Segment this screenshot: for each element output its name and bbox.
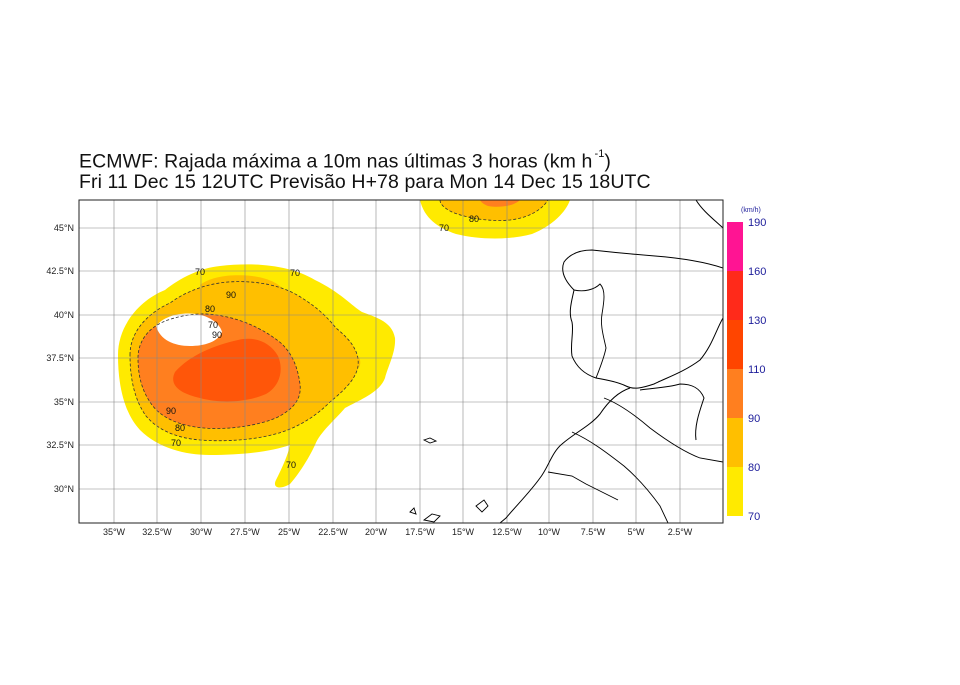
- contour-label-3: 90: [226, 290, 236, 300]
- legend-label-90: 90: [748, 413, 760, 425]
- contour-label-7: 90: [166, 406, 176, 416]
- latitude-labels: 45°N 42.5°N 40°N 37.5°N 35°N 32.5°N 30°N: [46, 223, 74, 494]
- lon-label-25: 25°W: [278, 527, 301, 537]
- contour-label-4: 80: [205, 304, 215, 314]
- contour-label-1: 70: [195, 267, 205, 277]
- lon-label-12-5: 12.5°W: [492, 527, 522, 537]
- morocco-border: [603, 397, 723, 463]
- portugal-spain-border: [573, 283, 607, 379]
- islands: [409, 437, 489, 523]
- lon-label-22-5: 22.5°W: [318, 527, 348, 537]
- contour-label-12: 70: [439, 223, 449, 233]
- coastlines: [499, 200, 723, 523]
- legend-label-110: 110: [748, 364, 766, 376]
- title-main-text: ECMWF: Rajada máxima a 10m nas últimas 3…: [79, 150, 593, 173]
- lon-label-7-5: 7.5°W: [581, 527, 606, 537]
- contour-label-6: 90: [212, 330, 222, 340]
- lon-label-27-5: 27.5°W: [230, 527, 260, 537]
- contour-label-10: 70: [286, 460, 296, 470]
- contour-labels: 70 70 90 80 70 90 90 80 70 70 80 70: [166, 214, 479, 470]
- lon-label-20: 20°W: [365, 527, 388, 537]
- gust-area-storm: [118, 264, 396, 488]
- africa-med-coast: [639, 383, 705, 441]
- western-sahara-border: [547, 471, 619, 501]
- gust-east-patch: [328, 347, 361, 375]
- chart-title-line1: ECMWF: Rajada máxima a 10m nas últimas 3…: [79, 146, 611, 173]
- lon-label-2-5: 2.5°W: [668, 527, 693, 537]
- lon-label-32-5: 32.5°W: [142, 527, 172, 537]
- lat-label-37-5: 37.5°N: [46, 353, 74, 363]
- map-frame: [78, 199, 724, 524]
- lat-label-35: 35°N: [54, 397, 74, 407]
- contour-label-8: 80: [175, 423, 185, 433]
- gust-110-130: [173, 338, 281, 402]
- lon-label-10: 10°W: [538, 527, 561, 537]
- lat-label-42-5: 42.5°N: [46, 266, 74, 276]
- legend-swatch-1: [727, 222, 743, 271]
- legend-swatch-6: [727, 467, 743, 516]
- country-borders: [547, 283, 723, 523]
- lon-label-17-5: 17.5°W: [405, 527, 435, 537]
- legend-unit: (km/h): [741, 207, 761, 214]
- lon-label-35: 35°W: [103, 527, 126, 537]
- color-legend: (km/h) 190 160 130 110 90 80 70: [727, 207, 766, 523]
- title-close-paren: ): [604, 150, 612, 173]
- contour-label-5: 70: [208, 320, 218, 330]
- lon-label-15: 15°W: [452, 527, 475, 537]
- lat-label-32-5: 32.5°N: [46, 440, 74, 450]
- france-coast: [695, 200, 723, 229]
- lon-label-30: 30°W: [190, 527, 213, 537]
- graticule: [79, 200, 723, 523]
- lat-label-30: 30°N: [54, 484, 74, 494]
- legend-label-130: 130: [748, 315, 766, 327]
- legend-label-70: 70: [748, 511, 760, 523]
- chart-title-line2: Fri 11 Dec 15 12UTC Previsão H+78 para M…: [79, 171, 651, 193]
- contour-label-2: 70: [290, 268, 300, 278]
- legend-labels: 190 160 130 110 90 80 70: [748, 217, 766, 523]
- legend-label-190: 190: [748, 217, 766, 229]
- legend-swatch-2: [727, 271, 743, 320]
- canary-island-3: [475, 499, 489, 513]
- lat-label-40: 40°N: [54, 310, 74, 320]
- africa-atlantic-coast: [499, 387, 631, 523]
- canary-island-2: [422, 513, 441, 523]
- legend-color-bar: [727, 222, 743, 516]
- gust-calm-core: [156, 313, 222, 346]
- legend-label-80: 80: [748, 462, 760, 474]
- contour-label-9: 70: [171, 438, 181, 448]
- legend-swatch-4: [727, 369, 743, 418]
- legend-swatch-5: [727, 418, 743, 467]
- iberia-coast: [562, 249, 723, 389]
- contour-label-11: 80: [469, 214, 479, 224]
- legend-swatch-3: [727, 320, 743, 369]
- madeira-island: [422, 437, 438, 444]
- map-plot-area: 70 70 90 80 70 90 90 80 70 70 80 70: [79, 200, 723, 523]
- title-unit-exponent: -1: [594, 148, 605, 160]
- gust-north-90: [480, 200, 520, 207]
- legend-label-160: 160: [748, 266, 766, 278]
- gust-area-north: [420, 200, 570, 239]
- southern-border: [571, 431, 669, 523]
- gust-north-80: [440, 200, 548, 221]
- lat-label-45: 45°N: [54, 223, 74, 233]
- lon-label-5: 5°W: [627, 527, 645, 537]
- canary-island-1: [409, 507, 417, 515]
- longitude-labels: 35°W 32.5°W 30°W 27.5°W 25°W 22.5°W 20°W…: [103, 527, 693, 537]
